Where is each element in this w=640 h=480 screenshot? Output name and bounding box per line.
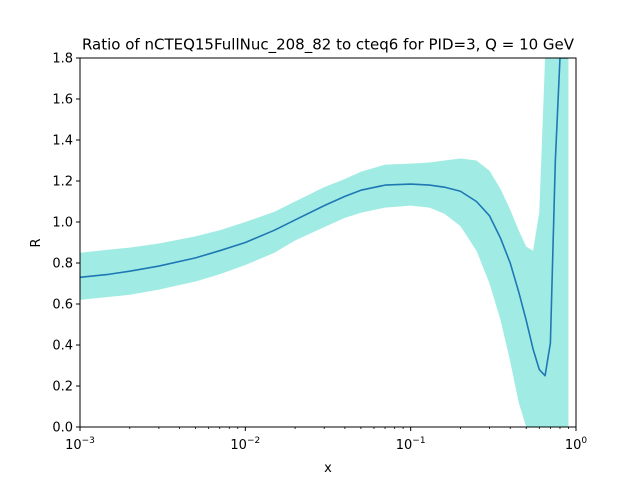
- y-tick-label: 0.6: [52, 298, 73, 313]
- y-axis-label: R: [29, 238, 44, 247]
- y-tick-label: 0.2: [52, 380, 73, 395]
- ratio-line: [80, 58, 569, 377]
- axes-frame: [79, 57, 577, 428]
- y-tick-label: 0.4: [52, 339, 73, 354]
- y-tick-label: 0.0: [52, 421, 73, 436]
- plot-content: [80, 58, 569, 427]
- x-tick-label: 10−3: [65, 436, 95, 453]
- plot-area: 0.0 0.2 0.4 0.6 0.8 1.0 1.2 1.4 1.6 1.8 10−3 10−2 10…: [52, 52, 587, 454]
- uncertainty-band: [80, 58, 569, 427]
- x-axis-label: x: [324, 461, 332, 476]
- y-tick-label: 1.8: [52, 52, 73, 67]
- y-tick-label: 1.0: [52, 216, 73, 231]
- x-tick-label: 100: [565, 436, 588, 453]
- chart-title: Ratio of nCTEQ15FullNuc_208_82 to cteq6 …: [82, 36, 575, 55]
- y-tick-label: 0.8: [52, 257, 73, 272]
- x-tick-label: 10−1: [396, 436, 426, 453]
- x-tick-label: 10−2: [230, 436, 260, 453]
- y-tick-label: 1.4: [52, 134, 73, 149]
- y-tick-label: 1.6: [52, 93, 73, 108]
- y-tick-label: 1.2: [52, 175, 73, 190]
